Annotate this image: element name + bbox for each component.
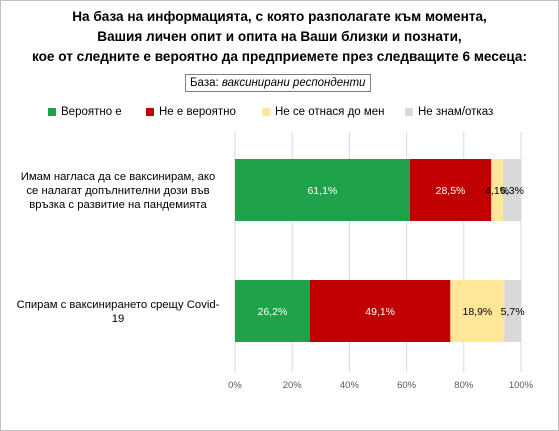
data-label-dont-know: 5,7% <box>501 306 525 318</box>
bar-unlikely <box>309 280 451 342</box>
x-tick-label: 80% <box>454 380 474 391</box>
legend-label-dont-know: Не знам/отказ <box>418 106 494 118</box>
data-label-unlikely: 28,5% <box>436 185 466 197</box>
bar-not-applicable <box>491 159 503 221</box>
legend-label-unlikely: Не е вероятно <box>159 106 236 118</box>
data-label-likely: 61,1% <box>307 185 337 197</box>
title-line-1: На база на информацията, с която разпола… <box>72 9 487 24</box>
chart-legend: Вероятно е Не е вероятно Не се отнася до… <box>0 104 559 120</box>
bar-not-applicable <box>450 280 505 342</box>
x-axis-tick-labels: 0% 20% 40% 60% 80% 100% <box>228 380 534 391</box>
bar-likely <box>235 159 410 221</box>
chart-title: На база на информацията, с която разпола… <box>10 7 549 67</box>
title-line-3: кое от следните е вероятно да предприеме… <box>31 49 528 64</box>
legend-label-not-applicable: Не се отнася до мен <box>275 106 385 118</box>
data-label-unlikely: 49,1% <box>365 306 395 318</box>
legend-swatch-dont-know <box>405 108 413 116</box>
base-note: База: ваксинирани респонденти <box>185 74 372 92</box>
data-label-not-applicable: 18,9% <box>462 306 492 318</box>
base-value: ваксинирани респонденти <box>221 77 366 89</box>
x-tick-label: 0% <box>228 380 242 391</box>
data-labels: 61,1% 28,5% 4,1%6,3% 26,2% 49,1% 18,9% 5,7% <box>258 185 525 318</box>
category-label: Имам нагласа да се ваксинирам, ако <box>21 171 215 183</box>
legend-swatch-unlikely <box>146 108 154 116</box>
x-tick-label: 40% <box>340 380 360 391</box>
legend-label-likely: Вероятно е <box>61 106 122 118</box>
data-label-likely: 26,2% <box>258 306 288 318</box>
bar-likely <box>235 280 310 342</box>
bar-unlikely <box>409 159 492 221</box>
bar-dont-know <box>504 280 521 342</box>
legend-swatch-not-applicable <box>262 108 270 116</box>
title-line-2: Вашия личен опит и опита на Ваши близки … <box>97 29 462 44</box>
data-label-dont-know: 6,3% <box>500 185 524 197</box>
bars <box>235 159 521 342</box>
x-tick-label: 20% <box>283 380 303 391</box>
legend-swatch-likely <box>48 108 56 116</box>
bar-dont-know <box>502 159 521 221</box>
category-label: Спирам с ваксинирането срещу Covid- <box>17 299 220 311</box>
data-label-not-applicable: 4,1% <box>485 185 509 197</box>
category-label: 19 <box>112 313 125 325</box>
category-label: се налагат допълнителни дози във <box>26 185 209 197</box>
base-label: База: <box>190 77 219 89</box>
x-tick-label: 100% <box>509 380 534 391</box>
category-label: връзка с развитие на пандемията <box>29 199 207 211</box>
x-tick-label: 60% <box>397 380 417 391</box>
category-labels: Имам нагласа да се ваксинирам, ако се нал… <box>17 171 220 325</box>
